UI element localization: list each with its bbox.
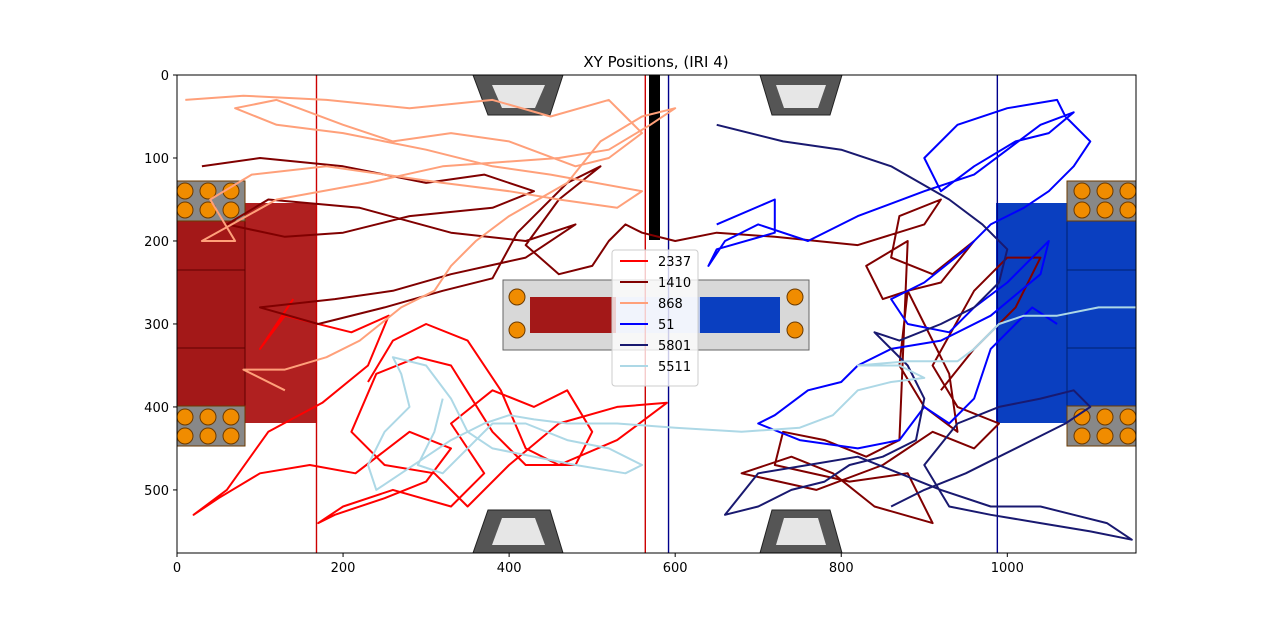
legend-label: 5511 (658, 360, 691, 375)
series-line-2337 (192, 298, 668, 525)
series-line-5801 (716, 123, 1133, 541)
legend-box (611, 249, 699, 387)
legend-label: 1410 (658, 276, 691, 291)
y-tick-label: 500 (144, 484, 169, 499)
legend: 2337 1410 868 51 5801 5511 (611, 249, 699, 387)
chart-title: XY Positions, (IRI 4) (583, 53, 728, 71)
series-line-5511 (367, 306, 1136, 491)
series-line-51 (707, 98, 1092, 450)
legend-label: 2337 (658, 255, 691, 270)
y-tick-label: 0 (161, 69, 169, 84)
x-tick-label: 800 (829, 561, 854, 576)
y-tick-label: 200 (144, 235, 169, 250)
x-tick-label: 0 (173, 561, 181, 576)
series-layer (185, 94, 1136, 541)
x-axis: 0 200 400 600 800 1000 (173, 553, 1024, 576)
series-line-1410 (201, 157, 1042, 525)
y-tick-label: 400 (144, 401, 169, 416)
legend-label: 51 (658, 318, 675, 333)
axes-frame (176, 74, 1137, 554)
x-tick-label: 200 (331, 561, 356, 576)
x-tick-label: 600 (663, 561, 688, 576)
y-tick-label: 300 (144, 318, 169, 333)
x-tick-label: 400 (497, 561, 522, 576)
series-line-868 (185, 94, 677, 392)
legend-label: 868 (658, 297, 683, 312)
x-tick-label: 1000 (991, 561, 1024, 576)
y-axis: 0 100 200 300 400 500 (144, 69, 177, 499)
legend-label: 5801 (658, 339, 691, 354)
field-background (177, 75, 1136, 553)
y-tick-label: 100 (144, 152, 169, 167)
